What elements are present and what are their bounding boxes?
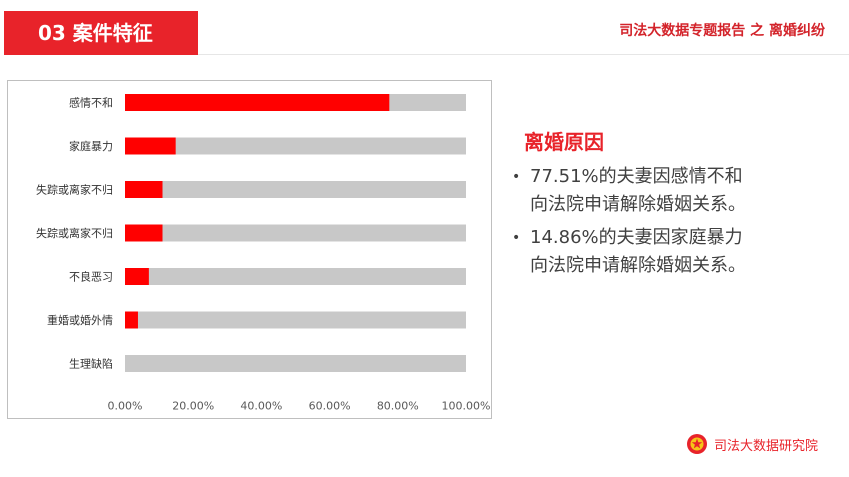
reason-bullet-list: • 77.51%的夫妻因感情不和 向法院申请解除婚姻关系。 • 14.86%的夫… xyxy=(512,163,746,285)
reason-heading: 离婚原因 xyxy=(524,130,604,154)
bullet-dot: • xyxy=(512,230,521,246)
x-tick-label: 40.00% xyxy=(240,400,282,413)
bar-track xyxy=(125,355,466,372)
bar-value xyxy=(125,94,390,111)
report-title: 司法大数据专题报告 之 离婚纠纷 xyxy=(619,23,825,39)
category-label: 家庭暴力 xyxy=(69,139,113,153)
x-tick-label: 100.00% xyxy=(442,400,491,413)
brand-label: 司法大数据研究院 xyxy=(714,438,819,454)
bar-track xyxy=(125,181,466,198)
x-tick-label: 20.00% xyxy=(172,400,214,413)
bullet-line: 77.51%的夫妻因感情不和 xyxy=(530,166,743,187)
header-divider xyxy=(198,54,849,55)
bar-value xyxy=(125,181,163,198)
bar-value xyxy=(125,224,163,242)
court-emblem-icon xyxy=(687,434,707,454)
category-label: 感情不和 xyxy=(69,97,113,110)
footer-brand: 司法大数据研究院 xyxy=(686,433,818,455)
bar-track xyxy=(125,137,466,155)
bar-track xyxy=(125,311,466,329)
chart-frame: 感情不和家庭暴力失踪或离家不归 失踪或离家不归不良恶习重婚或婚外情生理缺陷 0.00… xyxy=(7,80,492,419)
x-tick-label: 80.00% xyxy=(377,400,419,413)
x-tick-label: 0.00% xyxy=(108,400,143,413)
bar-value xyxy=(125,268,149,285)
bar-value xyxy=(125,137,176,155)
x-tick-label: 60.00% xyxy=(309,400,351,413)
category-label: 失踪或离家不归 xyxy=(36,226,113,240)
section-label: 03 案件特征 xyxy=(38,21,153,45)
section-tag: 03 案件特征 xyxy=(4,11,198,55)
bullet-dot: • xyxy=(512,169,521,185)
category-label: 重婚或婚外情 xyxy=(47,313,113,327)
bullet-item: • 14.86%的夫妻因家庭暴力 向法院申请解除婚姻关系。 xyxy=(512,224,746,280)
bullet-line: 向法院申请解除婚姻关系。 xyxy=(530,255,746,276)
category-label: 失踪或离家不归 xyxy=(36,183,113,197)
bar-track xyxy=(125,224,466,242)
bullet-item: • 77.51%的夫妻因感情不和 向法院申请解除婚姻关系。 xyxy=(512,163,746,219)
bar-track xyxy=(125,268,466,285)
bar-value xyxy=(125,311,138,329)
bullet-line: 向法院申请解除婚姻关系。 xyxy=(530,194,746,215)
bullet-line: 14.86%的夫妻因家庭暴力 xyxy=(530,227,743,248)
category-label: 生理缺陷 xyxy=(69,357,113,371)
category-label: 不良恶习 xyxy=(69,270,113,284)
